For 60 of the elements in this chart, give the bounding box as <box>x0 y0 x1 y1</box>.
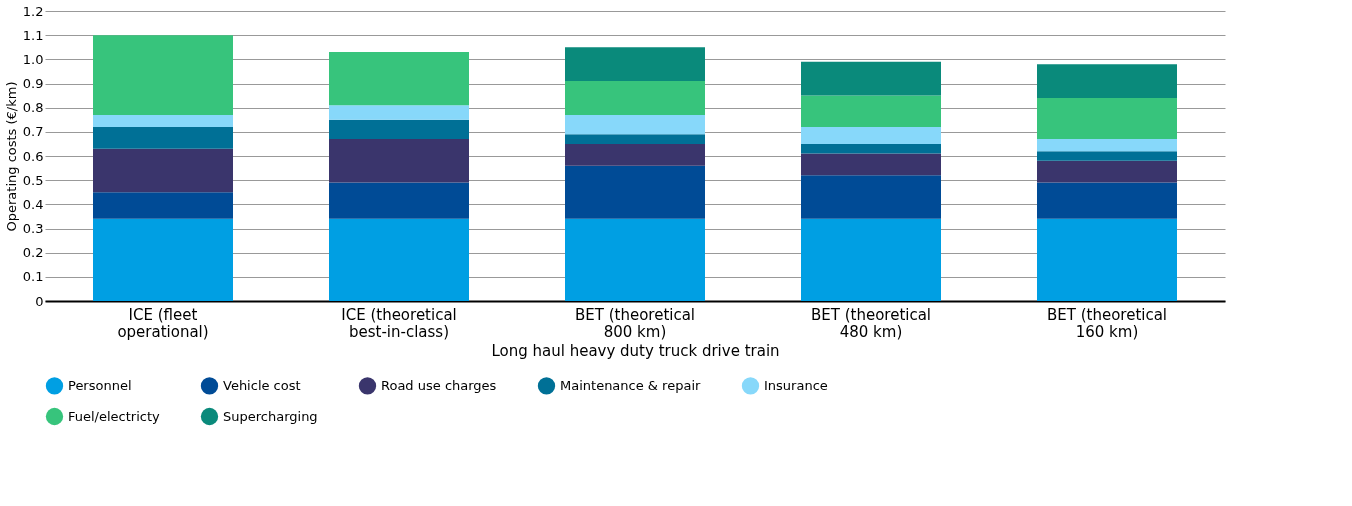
y-tick-label: 0.6 <box>22 148 44 164</box>
bar <box>565 143 705 166</box>
legend-label: Supercharging <box>223 408 318 424</box>
bar <box>565 47 705 82</box>
bar <box>1037 160 1177 183</box>
y-tick-label: 1.2 <box>22 3 44 19</box>
bar <box>93 148 233 193</box>
bar <box>565 218 705 301</box>
y-axis-title: Operating costs (€/km) <box>3 81 19 232</box>
bar <box>565 114 705 135</box>
y-tick-label: 0.4 <box>22 196 44 212</box>
bar <box>1037 218 1177 301</box>
bar <box>1037 64 1177 98</box>
y-tick-label: 0 <box>35 293 44 309</box>
y-tick-label: 0.1 <box>22 269 44 285</box>
y-tick-label: 0.2 <box>22 245 44 261</box>
bar <box>329 218 469 301</box>
bar <box>565 81 705 115</box>
x-tick-label: ICE (fleet operational) <box>117 305 209 341</box>
bar <box>565 134 705 144</box>
legend-label: Personnel <box>68 377 132 393</box>
x-tick-label: BET (theoretical 800 km) <box>574 305 696 341</box>
bar <box>801 127 941 144</box>
bar <box>93 192 233 219</box>
legend-label: Road use charges <box>381 377 497 393</box>
bar <box>93 127 233 149</box>
legend-label: Vehicle cost <box>223 377 301 393</box>
y-tick-label: 1.0 <box>22 51 44 67</box>
y-tick-label: 1.1 <box>22 27 44 43</box>
bar <box>801 218 941 301</box>
bar <box>801 95 941 127</box>
x-tick-label: ICE (theoretical best-in-class) <box>341 305 457 341</box>
bar <box>329 139 469 183</box>
bar <box>801 153 941 176</box>
bar <box>329 52 469 106</box>
legend-label: Maintenance & repair <box>560 377 702 393</box>
bar <box>801 61 941 96</box>
y-tick-label: 0.3 <box>22 221 44 236</box>
bar <box>801 175 941 219</box>
x-tick-label: BET (theoretical 160 km) <box>1046 305 1168 341</box>
y-tick-label: 0.7 <box>22 124 44 140</box>
bar <box>329 182 469 219</box>
bar <box>93 114 233 127</box>
bar <box>93 35 233 115</box>
y-tick-label: 0.9 <box>22 76 44 91</box>
legend-label: Fuel/electricty <box>68 408 161 424</box>
bar <box>329 119 469 140</box>
bar <box>1037 151 1177 161</box>
legend-label: Insurance <box>764 377 828 393</box>
x-axis-title: Long haul heavy duty truck drive train <box>491 341 780 360</box>
x-tick-label: BET (theoretical 480 km) <box>810 305 932 341</box>
y-tick-label: 0.8 <box>22 100 44 116</box>
bar <box>801 143 941 154</box>
bar <box>1037 98 1177 140</box>
y-tick-label: 0.5 <box>22 172 44 188</box>
bar <box>93 218 233 301</box>
bar <box>565 165 705 219</box>
bar <box>1037 182 1177 219</box>
bar <box>1037 139 1177 152</box>
bar <box>329 105 469 120</box>
